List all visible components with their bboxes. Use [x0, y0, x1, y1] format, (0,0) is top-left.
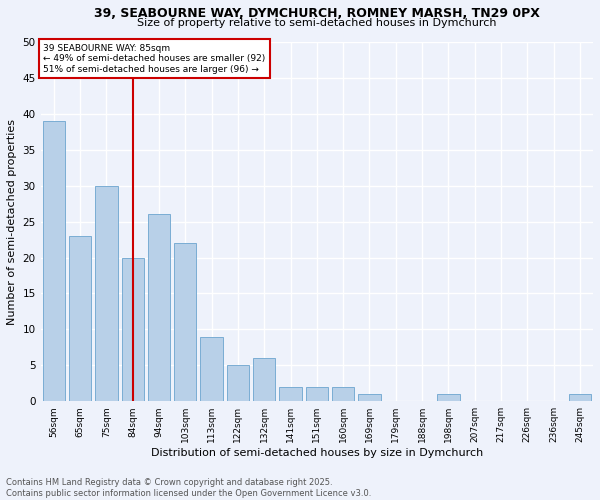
Bar: [305, 387, 328, 402]
Bar: [358, 394, 380, 402]
Bar: [148, 214, 170, 402]
Bar: [280, 387, 302, 402]
Text: Contains HM Land Registry data © Crown copyright and database right 2025.
Contai: Contains HM Land Registry data © Crown c…: [6, 478, 371, 498]
Bar: [227, 366, 249, 402]
Title: 39, SEABOURNE WAY, DYMCHURCH, ROMNEY MARSH, TN29 0PX: 39, SEABOURNE WAY, DYMCHURCH, ROMNEY MAR…: [94, 7, 540, 20]
Bar: [95, 186, 118, 402]
Text: 39 SEABOURNE WAY: 85sqm
← 49% of semi-detached houses are smaller (92)
51% of se: 39 SEABOURNE WAY: 85sqm ← 49% of semi-de…: [43, 44, 266, 74]
Bar: [253, 358, 275, 402]
Bar: [200, 336, 223, 402]
Bar: [174, 243, 196, 402]
Bar: [69, 236, 91, 402]
Bar: [122, 258, 144, 402]
Y-axis label: Number of semi-detached properties: Number of semi-detached properties: [7, 118, 17, 324]
Bar: [43, 121, 65, 402]
Bar: [569, 394, 591, 402]
Bar: [332, 387, 355, 402]
Bar: [437, 394, 460, 402]
Text: Size of property relative to semi-detached houses in Dymchurch: Size of property relative to semi-detach…: [137, 18, 497, 28]
X-axis label: Distribution of semi-detached houses by size in Dymchurch: Distribution of semi-detached houses by …: [151, 448, 483, 458]
